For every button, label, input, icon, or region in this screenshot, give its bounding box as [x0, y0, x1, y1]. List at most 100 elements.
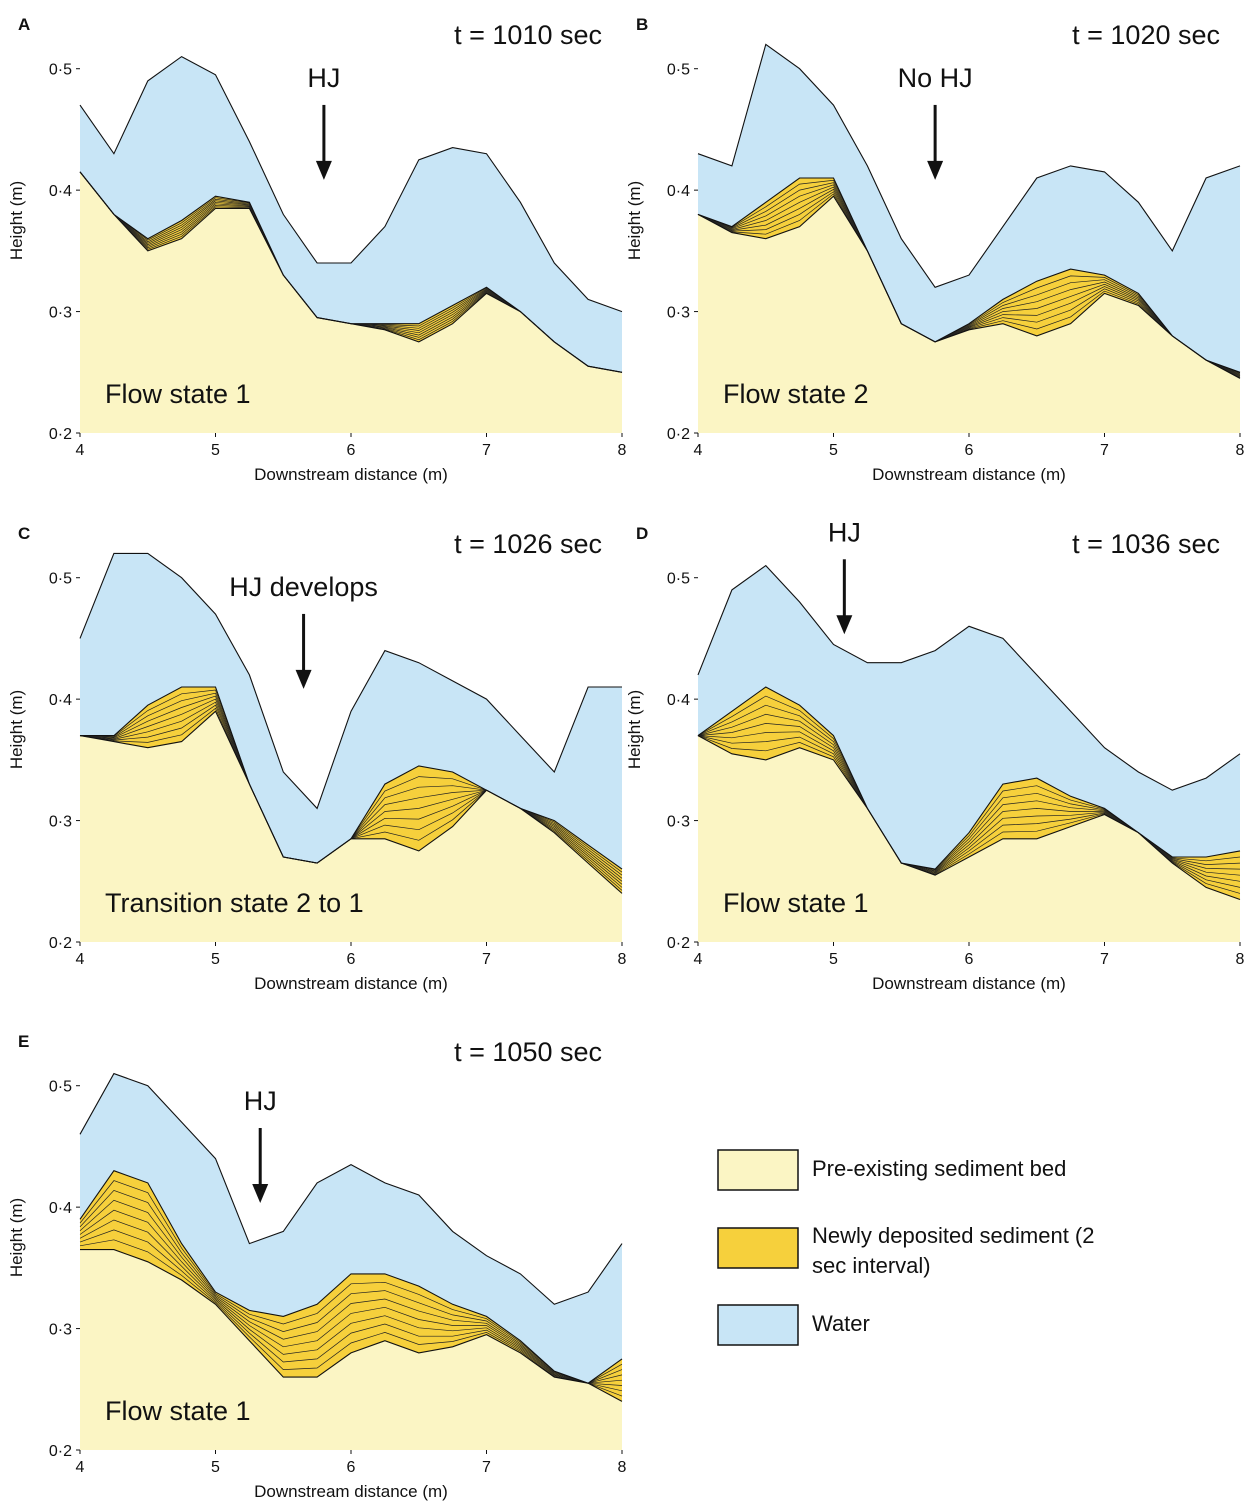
bed-area: [698, 196, 1240, 433]
bed-area: [80, 171, 622, 433]
bed-line: [80, 1249, 623, 1402]
x-tick-label: 7: [1100, 951, 1109, 968]
panel-letter: D: [636, 524, 648, 543]
y-tick-label: 0·2: [667, 426, 690, 443]
water-surface-line: [79, 1072, 623, 1305]
state-label: Flow state 1: [105, 379, 251, 409]
lamina: [697, 193, 1241, 378]
x-tick-label: 8: [618, 951, 627, 968]
bed-line: [79, 171, 623, 373]
x-tick-label: 5: [211, 442, 220, 459]
bed-area: [80, 1249, 622, 1450]
time-label: t = 1020 sec: [1072, 20, 1220, 50]
x-tick-label: 5: [829, 442, 838, 459]
deposit-top-line: [697, 177, 1241, 373]
x-tick-label: 7: [1100, 442, 1109, 459]
state-label: Flow state 1: [105, 1396, 251, 1426]
x-tick-label: 8: [1236, 442, 1245, 459]
x-tick-label: 5: [211, 951, 220, 968]
y-tick-label: 0·2: [49, 935, 72, 952]
y-tick-label: 0·2: [49, 426, 72, 443]
y-tick-label: 0·3: [49, 305, 72, 322]
bed-line: [79, 710, 623, 894]
panel-letter: A: [18, 15, 30, 34]
arrow-head: [295, 669, 312, 689]
arrow-head: [836, 615, 853, 635]
x-tick-label: 4: [694, 442, 703, 459]
y-axis-label: Height (m): [7, 181, 26, 260]
lamina: [697, 191, 1241, 378]
lamina: [79, 1189, 623, 1384]
y-tick-label: 0·3: [667, 305, 690, 322]
x-tick-label: 4: [76, 442, 85, 459]
legend-label: Water: [812, 1311, 870, 1336]
lamina: [79, 1209, 623, 1384]
time-label: t = 1036 sec: [1072, 529, 1220, 559]
panel-letter: C: [18, 524, 30, 543]
bed-area: [80, 711, 622, 942]
y-tick-label: 0·4: [49, 183, 72, 200]
lamina: [79, 1229, 623, 1392]
annotation: HJ develops: [229, 572, 378, 602]
y-tick-label: 0·2: [49, 1443, 72, 1460]
water-surface-line: [697, 43, 1241, 288]
deposit-top-line: [697, 686, 1241, 870]
lamina: [697, 186, 1241, 376]
deposit-area: [698, 687, 1240, 900]
legend-swatch: [717, 1304, 799, 1346]
x-tick-label: 7: [482, 1459, 491, 1476]
x-axis-label: Downstream distance (m): [254, 1482, 448, 1501]
water-area: [698, 44, 1240, 373]
x-tick-label: 5: [211, 1459, 220, 1476]
arrow-head: [315, 160, 332, 180]
water-area: [80, 1073, 622, 1384]
lamina: [697, 188, 1241, 377]
lamina: [697, 184, 1241, 375]
bed-area: [698, 735, 1240, 942]
y-tick-label: 0·3: [49, 814, 72, 831]
x-tick-label: 6: [965, 442, 974, 459]
lamina: [697, 182, 1241, 375]
x-tick-label: 7: [482, 442, 491, 459]
state-label: Flow state 1: [723, 888, 869, 918]
x-tick-label: 8: [1236, 951, 1245, 968]
x-tick-label: 6: [347, 951, 356, 968]
x-tick-label: 8: [618, 1459, 627, 1476]
x-tick-label: 4: [694, 951, 703, 968]
x-tick-label: 7: [482, 951, 491, 968]
x-tick-label: 4: [76, 1459, 85, 1476]
x-tick-label: 8: [618, 442, 627, 459]
y-tick-label: 0·3: [667, 814, 690, 831]
lamina: [697, 179, 1241, 374]
water-area: [698, 565, 1240, 870]
water-area: [80, 56, 622, 373]
lamina: [79, 1180, 623, 1384]
time-label: t = 1010 sec: [454, 20, 602, 50]
y-tick-label: 0·4: [49, 1200, 72, 1217]
x-tick-label: 6: [347, 1459, 356, 1476]
legend-label: Pre-existing sediment bed: [812, 1156, 1067, 1181]
y-tick-label: 0·2: [667, 935, 690, 952]
legend-swatch: [717, 1227, 799, 1269]
x-tick-label: 6: [347, 442, 356, 459]
arrow-head: [252, 1184, 269, 1203]
annotation: HJ: [244, 1086, 277, 1116]
y-axis-label: Height (m): [7, 1198, 26, 1277]
lamina: [79, 1239, 623, 1397]
y-tick-label: 0·5: [49, 1079, 72, 1096]
y-tick-label: 0·5: [667, 571, 690, 588]
water-surface-line: [79, 552, 622, 810]
state-label: Transition state 2 to 1: [105, 888, 364, 918]
y-tick-label: 0·3: [49, 1322, 72, 1339]
water-surface-line: [697, 564, 1241, 791]
annotation: HJ: [307, 63, 340, 93]
x-axis-label: Downstream distance (m): [872, 974, 1066, 993]
lamina: [79, 1219, 623, 1386]
y-tick-label: 0·5: [49, 571, 72, 588]
deposit-top-line: [79, 1170, 623, 1384]
deposit-area: [80, 1170, 622, 1402]
arrow-head: [927, 160, 944, 180]
annotation: HJ: [828, 517, 861, 547]
bed-line: [697, 195, 1241, 379]
